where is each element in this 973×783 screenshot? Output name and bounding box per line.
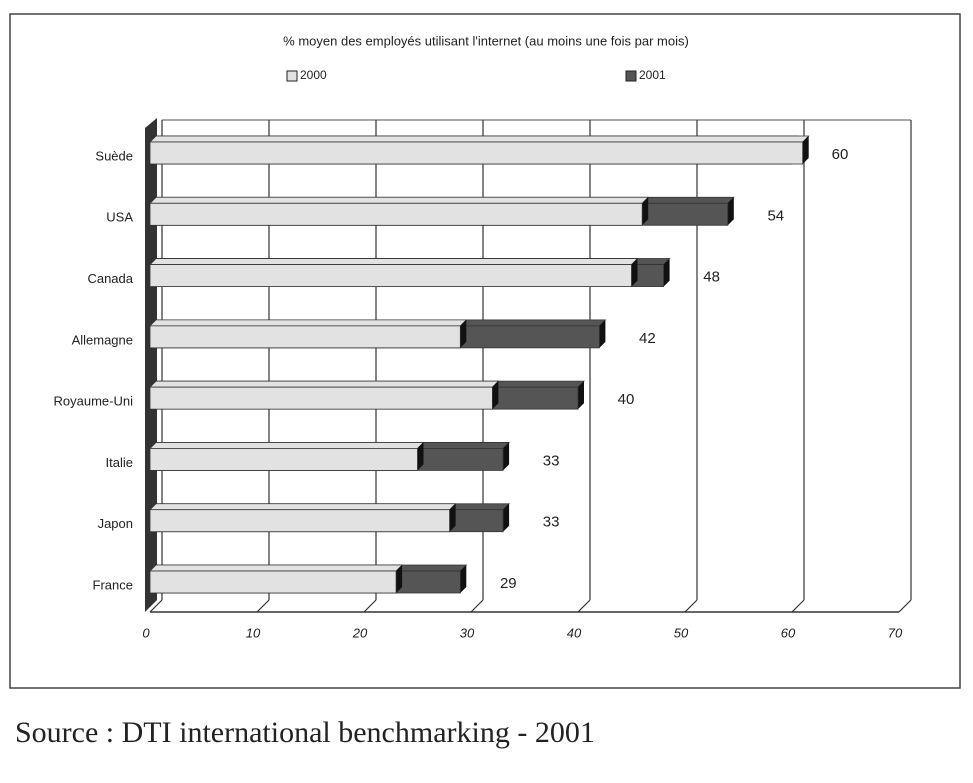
- bar-end: [460, 565, 467, 593]
- bar: [149, 570, 397, 594]
- bar-end: [631, 258, 638, 287]
- data-label: 48: [703, 269, 720, 286]
- legend-label: 2001: [639, 68, 666, 82]
- data-label: 33: [543, 452, 560, 469]
- bar-end: [417, 442, 424, 471]
- legend-label: 2000: [300, 68, 327, 82]
- y-tick-label: Canada: [87, 271, 133, 286]
- data-label: 33: [543, 514, 560, 531]
- bar-end: [727, 197, 734, 226]
- y-tick-label: Royaume-Uni: [54, 394, 134, 409]
- bar-top: [149, 442, 425, 449]
- bar-top: [149, 135, 810, 143]
- data-label: 60: [832, 146, 849, 163]
- bar-top: [149, 196, 650, 204]
- grid-line-floor: [577, 599, 591, 613]
- bar-top: [149, 380, 500, 388]
- bar-top: [149, 564, 404, 572]
- side-wall: [145, 118, 157, 612]
- legend-swatch: [286, 70, 298, 82]
- bar-end: [642, 197, 649, 226]
- grid-line-floor: [256, 599, 270, 613]
- bar-top: [149, 503, 457, 511]
- y-tick-label: Italie: [106, 455, 133, 470]
- bar-end: [802, 136, 809, 164]
- legend-swatch: [625, 70, 637, 82]
- bar-end: [578, 381, 584, 410]
- grid-line-floor: [684, 599, 698, 613]
- bar-end: [503, 442, 510, 471]
- x-tick-label: 60: [781, 625, 796, 640]
- bar-end: [503, 503, 510, 532]
- bar: [149, 325, 461, 349]
- bar: [149, 386, 493, 410]
- x-tick-label: 30: [460, 625, 475, 640]
- bar-end: [663, 258, 670, 287]
- bar-end: [599, 319, 606, 348]
- bar-end: [396, 565, 403, 593]
- bar-top: [149, 258, 639, 265]
- y-tick-label: Suède: [95, 148, 133, 163]
- x-tick-label: 70: [888, 625, 903, 640]
- data-label: 29: [500, 575, 517, 592]
- bar-end: [492, 381, 499, 410]
- x-tick-label: 40: [567, 625, 582, 640]
- x-tick-label: 20: [352, 625, 368, 640]
- bar: [149, 509, 451, 533]
- grid-line-floor: [791, 599, 805, 613]
- data-label: 42: [639, 330, 656, 347]
- x-tick-label: 10: [246, 625, 261, 640]
- y-tick-label: France: [93, 577, 133, 592]
- bar-end: [460, 319, 467, 348]
- bar: [149, 202, 643, 226]
- bar-top: [149, 319, 468, 327]
- source-note: Source : DTI international benchmarking …: [15, 716, 595, 749]
- grid-line-floor: [363, 599, 377, 613]
- grid-line-floor: [470, 599, 484, 613]
- data-label: 40: [618, 391, 635, 408]
- bar: [149, 264, 632, 287]
- bar-end: [449, 503, 456, 532]
- bar: [149, 448, 418, 471]
- x-tick-label: 50: [674, 625, 689, 640]
- y-tick-label: Japon: [98, 516, 133, 531]
- bar: [149, 141, 804, 165]
- y-tick-label: USA: [106, 210, 133, 225]
- grid-line-floor: [149, 599, 163, 613]
- x-tick-label: 0: [142, 625, 150, 640]
- data-label: 54: [767, 207, 784, 224]
- y-tick-label: Allemagne: [72, 332, 133, 347]
- chart-title: % moyen des employés utilisant l'interne…: [283, 33, 689, 48]
- grid-line-floor: [898, 599, 912, 613]
